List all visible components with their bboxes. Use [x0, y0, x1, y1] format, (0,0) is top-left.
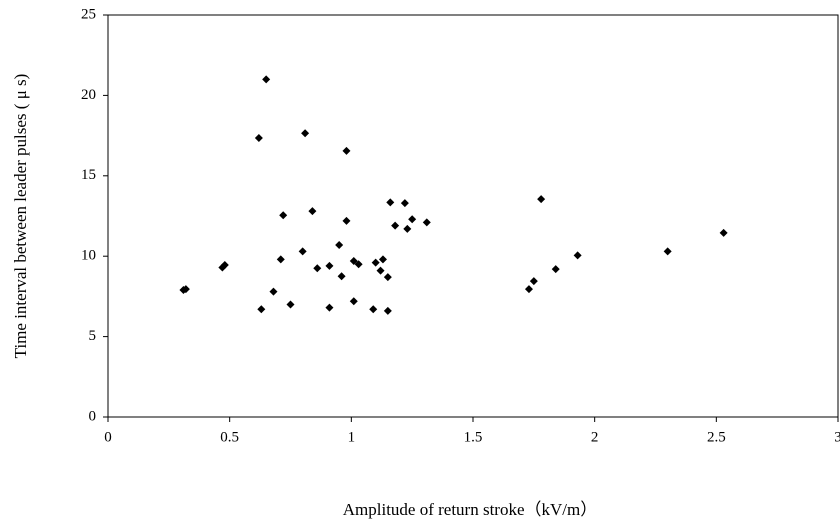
scatter-point	[378, 255, 387, 264]
scatter-point	[663, 247, 672, 256]
scatter-point	[301, 129, 310, 138]
scatter-point	[354, 260, 363, 269]
x-tick-label: 2.5	[707, 429, 726, 445]
scatter-point	[371, 258, 380, 267]
scatter-point	[386, 198, 395, 207]
scatter-point	[279, 211, 288, 220]
scatter-point	[181, 285, 190, 294]
scatter-point	[551, 265, 560, 274]
scatter-point	[220, 261, 229, 270]
scatter-point	[325, 261, 334, 270]
scatter-point	[383, 306, 392, 315]
scatter-point	[408, 215, 417, 224]
scatter-point	[369, 305, 378, 314]
scatter-point	[719, 228, 728, 237]
scatter-point	[529, 277, 538, 286]
plot-area	[107, 14, 839, 418]
x-tick-label: 1.5	[464, 429, 483, 445]
scatter-point	[325, 303, 334, 312]
y-axis-title: Time interval between leader pulses ( μ …	[11, 74, 30, 359]
x-tick-label: 2	[591, 429, 599, 445]
y-tick-label: 20	[81, 87, 96, 103]
scatter-point	[262, 75, 271, 84]
scatter-point	[537, 195, 546, 204]
scatter-point	[257, 305, 266, 314]
scatter-point	[269, 287, 278, 296]
scatter-point	[298, 247, 307, 256]
x-axis-title: Amplitude of return stroke（kV/m）	[343, 500, 598, 519]
scatter-point	[391, 221, 400, 230]
scatter-point	[573, 251, 582, 260]
scatter-point	[349, 297, 358, 306]
y-tick-label: 5	[89, 328, 97, 344]
scatter-point	[337, 272, 346, 281]
scatter-point	[349, 257, 358, 266]
x-tick-label: 3	[834, 429, 840, 445]
scatter-point	[422, 218, 431, 227]
scatter-point	[313, 264, 322, 273]
scatter-point	[376, 266, 385, 275]
scatter-point	[254, 134, 263, 143]
scatter-point	[342, 216, 351, 225]
scatter-point	[403, 224, 412, 233]
scatter-point	[524, 285, 533, 294]
scatter-point	[276, 255, 285, 264]
y-tick-label: 15	[81, 167, 96, 183]
x-tick-label: 1	[348, 429, 356, 445]
scatter-point	[286, 300, 295, 309]
scatter-point	[335, 240, 344, 249]
x-tick-label: 0	[104, 429, 112, 445]
scatter-point	[400, 199, 409, 208]
y-tick-label: 10	[81, 248, 96, 264]
scatter-point	[383, 273, 392, 282]
scatter-point	[342, 146, 351, 155]
y-tick-label: 25	[81, 6, 96, 22]
y-tick-label: 0	[89, 408, 97, 424]
scatter-point	[308, 207, 317, 216]
x-tick-label: 0.5	[220, 429, 239, 445]
